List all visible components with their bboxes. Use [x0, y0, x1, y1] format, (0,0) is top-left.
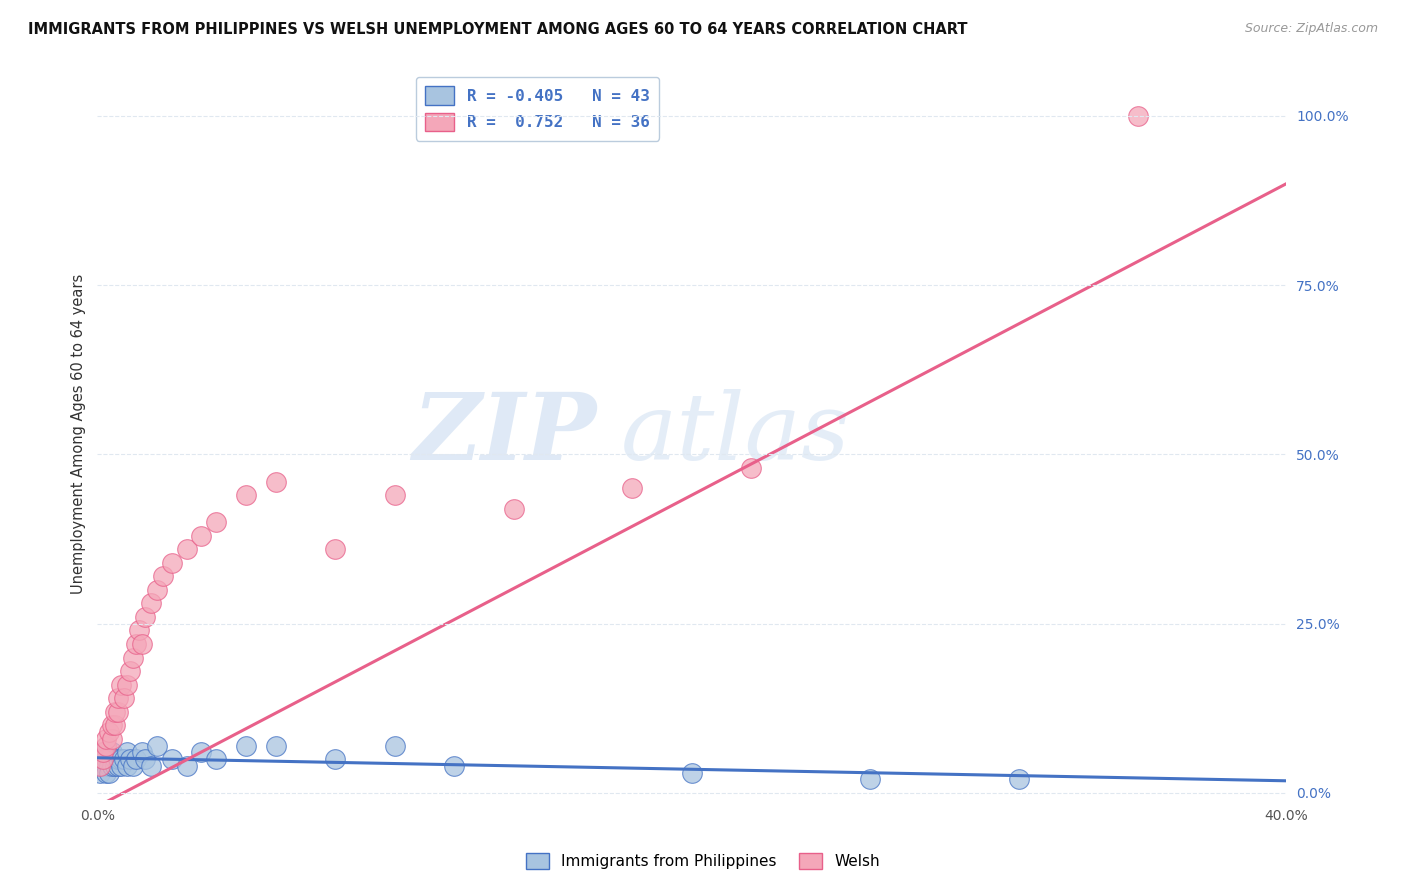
Welsh	[91, 752, 114, 766]
Welsh	[152, 569, 174, 583]
Immigrants from Philippines	[323, 752, 346, 766]
Text: atlas: atlas	[620, 389, 851, 479]
Immigrants from Philippines	[96, 752, 118, 766]
Immigrants from Philippines	[101, 759, 124, 773]
Immigrants from Philippines	[110, 752, 132, 766]
Immigrants from Philippines	[101, 745, 124, 759]
Immigrants from Philippines	[160, 752, 183, 766]
Immigrants from Philippines	[1008, 772, 1031, 787]
Immigrants from Philippines	[205, 752, 228, 766]
Welsh	[89, 759, 111, 773]
Welsh	[146, 582, 169, 597]
Welsh	[101, 718, 124, 732]
Immigrants from Philippines	[681, 765, 703, 780]
Welsh	[110, 678, 132, 692]
Immigrants from Philippines	[146, 739, 169, 753]
Welsh	[104, 718, 127, 732]
Immigrants from Philippines	[101, 752, 124, 766]
Immigrants from Philippines	[118, 752, 141, 766]
Text: Source: ZipAtlas.com: Source: ZipAtlas.com	[1244, 22, 1378, 36]
Immigrants from Philippines	[859, 772, 882, 787]
Welsh	[190, 529, 212, 543]
Immigrants from Philippines	[443, 759, 465, 773]
Text: IMMIGRANTS FROM PHILIPPINES VS WELSH UNEMPLOYMENT AMONG AGES 60 TO 64 YEARS CORR: IMMIGRANTS FROM PHILIPPINES VS WELSH UNE…	[28, 22, 967, 37]
Welsh	[122, 650, 145, 665]
Welsh	[91, 745, 114, 759]
Legend: R = -0.405   N = 43, R =  0.752   N = 36: R = -0.405 N = 43, R = 0.752 N = 36	[416, 77, 659, 141]
Immigrants from Philippines	[176, 759, 198, 773]
Welsh	[264, 475, 287, 489]
Welsh	[134, 610, 156, 624]
Immigrants from Philippines	[235, 739, 257, 753]
Immigrants from Philippines	[91, 745, 114, 759]
Welsh	[139, 596, 162, 610]
Immigrants from Philippines	[104, 759, 127, 773]
Welsh	[205, 515, 228, 529]
Welsh	[502, 501, 524, 516]
Immigrants from Philippines	[134, 752, 156, 766]
Welsh	[125, 637, 148, 651]
Immigrants from Philippines	[91, 759, 114, 773]
Welsh	[176, 542, 198, 557]
Welsh	[131, 637, 153, 651]
Immigrants from Philippines	[139, 759, 162, 773]
Welsh	[160, 556, 183, 570]
Welsh	[235, 488, 257, 502]
Welsh	[128, 624, 150, 638]
Immigrants from Philippines	[384, 739, 406, 753]
Immigrants from Philippines	[107, 752, 129, 766]
Welsh	[107, 705, 129, 719]
Welsh	[1126, 109, 1149, 123]
Immigrants from Philippines	[112, 752, 135, 766]
Welsh	[384, 488, 406, 502]
Immigrants from Philippines	[104, 752, 127, 766]
Immigrants from Philippines	[107, 759, 129, 773]
Immigrants from Philippines	[98, 765, 121, 780]
Welsh	[107, 691, 129, 706]
Welsh	[740, 461, 762, 475]
Welsh	[621, 481, 644, 495]
Welsh	[115, 678, 138, 692]
Welsh	[96, 731, 118, 746]
Y-axis label: Unemployment Among Ages 60 to 64 years: Unemployment Among Ages 60 to 64 years	[72, 274, 86, 594]
Immigrants from Philippines	[115, 759, 138, 773]
Welsh	[101, 731, 124, 746]
Immigrants from Philippines	[131, 745, 153, 759]
Immigrants from Philippines	[98, 759, 121, 773]
Immigrants from Philippines	[96, 759, 118, 773]
Immigrants from Philippines	[110, 759, 132, 773]
Welsh	[96, 739, 118, 753]
Immigrants from Philippines	[122, 759, 145, 773]
Immigrants from Philippines	[264, 739, 287, 753]
Welsh	[323, 542, 346, 557]
Immigrants from Philippines	[125, 752, 148, 766]
Immigrants from Philippines	[89, 765, 111, 780]
Welsh	[112, 691, 135, 706]
Welsh	[104, 705, 127, 719]
Legend: Immigrants from Philippines, Welsh: Immigrants from Philippines, Welsh	[520, 847, 886, 875]
Text: ZIP: ZIP	[412, 389, 596, 479]
Immigrants from Philippines	[115, 745, 138, 759]
Immigrants from Philippines	[89, 752, 111, 766]
Immigrants from Philippines	[89, 759, 111, 773]
Immigrants from Philippines	[96, 765, 118, 780]
Immigrants from Philippines	[91, 752, 114, 766]
Immigrants from Philippines	[190, 745, 212, 759]
Welsh	[98, 725, 121, 739]
Welsh	[118, 664, 141, 678]
Immigrants from Philippines	[98, 752, 121, 766]
